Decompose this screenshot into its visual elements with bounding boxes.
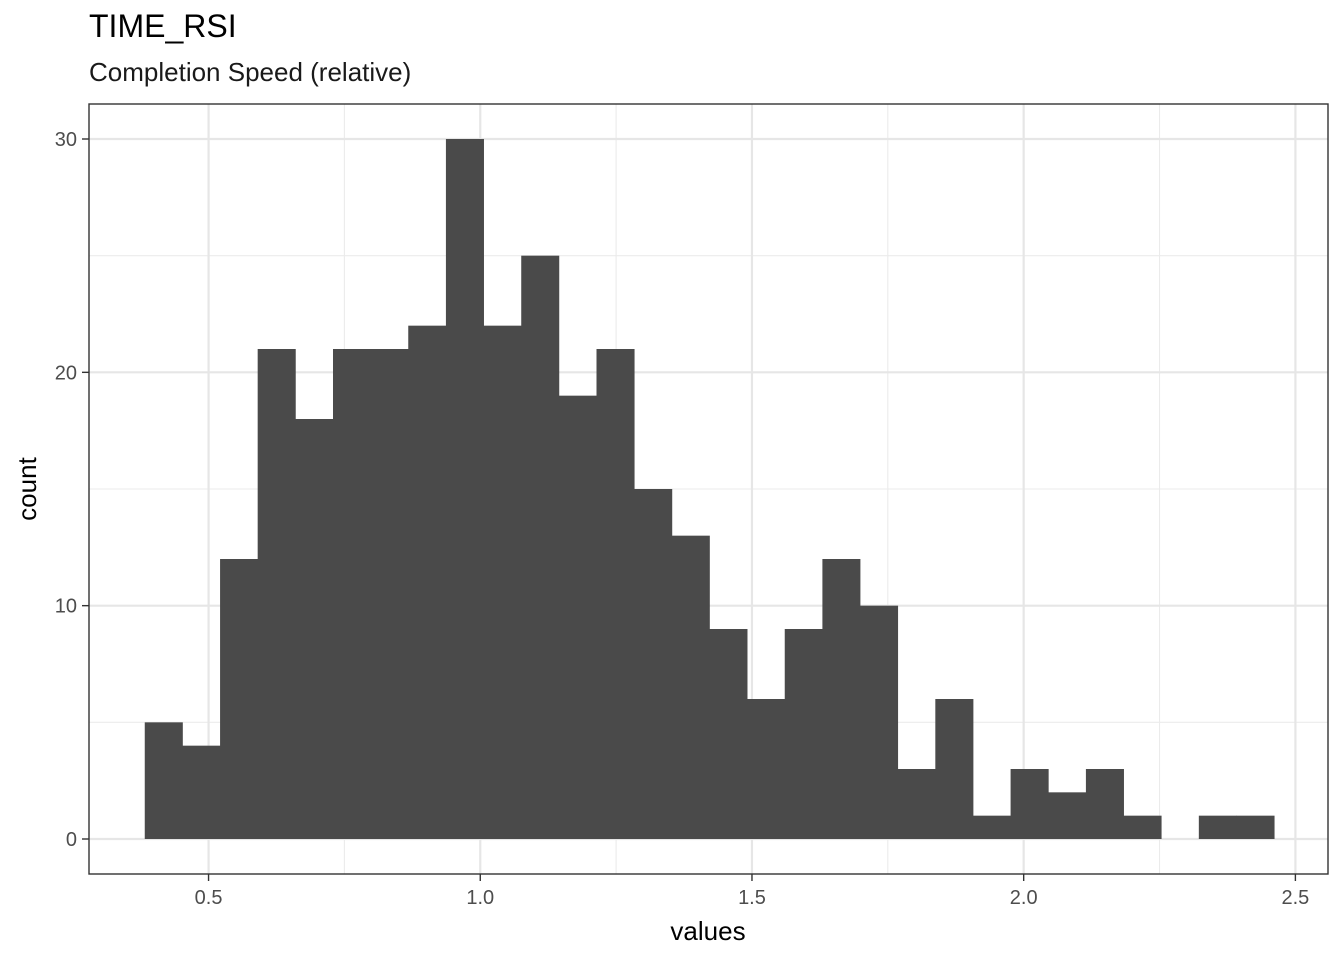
histogram-bar xyxy=(1048,792,1087,839)
histogram-bar xyxy=(521,255,560,839)
histogram-bar xyxy=(1236,815,1275,839)
chart-subtitle: Completion Speed (relative) xyxy=(89,57,412,87)
histogram-bar xyxy=(1123,815,1162,839)
histogram-bar xyxy=(220,559,259,839)
histogram-bar xyxy=(370,349,409,839)
histogram-bar xyxy=(408,325,447,840)
histogram-bar xyxy=(860,605,899,839)
chart-title: TIME_RSI xyxy=(89,8,237,44)
histogram-bar xyxy=(483,325,522,840)
histogram-bar xyxy=(332,349,372,839)
histogram-bars xyxy=(144,139,1275,840)
x-axis-title: values xyxy=(670,916,745,946)
y-axis: 0 10 20 30 xyxy=(55,129,89,851)
histogram-bar xyxy=(784,629,823,839)
histogram-bar xyxy=(182,745,221,839)
histogram-bar xyxy=(144,722,183,839)
x-axis: 0.5 1.0 1.5 2.0 2.5 xyxy=(195,874,1309,909)
histogram-bar xyxy=(257,349,296,839)
histogram-bar xyxy=(897,769,936,839)
x-tick-label: 2.5 xyxy=(1281,887,1309,909)
y-tick-label: 20 xyxy=(55,362,77,384)
histogram-bar xyxy=(596,349,635,839)
histogram-bar xyxy=(709,629,748,839)
x-tick-label: 2.0 xyxy=(1010,887,1038,909)
histogram-bar xyxy=(822,559,861,839)
histogram-bar xyxy=(1085,769,1124,839)
histogram-bar xyxy=(935,699,974,839)
y-tick-label: 0 xyxy=(66,829,77,851)
histogram-bar xyxy=(1198,815,1237,839)
x-tick-label: 1.5 xyxy=(738,887,766,909)
x-tick-label: 0.5 xyxy=(195,887,223,909)
histogram-bar xyxy=(747,699,786,839)
histogram-bar xyxy=(445,139,484,839)
histogram-bar xyxy=(295,419,334,839)
y-tick-label: 30 xyxy=(55,129,77,151)
histogram-bar xyxy=(972,815,1011,839)
histogram-bar xyxy=(671,535,710,839)
x-tick-label: 1.0 xyxy=(466,887,494,909)
y-tick-label: 10 xyxy=(55,596,77,618)
histogram-bar xyxy=(1010,769,1049,839)
histogram-bar xyxy=(558,395,597,839)
histogram-bar xyxy=(634,489,673,839)
y-axis-title: count xyxy=(12,456,42,520)
plot-border xyxy=(88,103,1329,875)
